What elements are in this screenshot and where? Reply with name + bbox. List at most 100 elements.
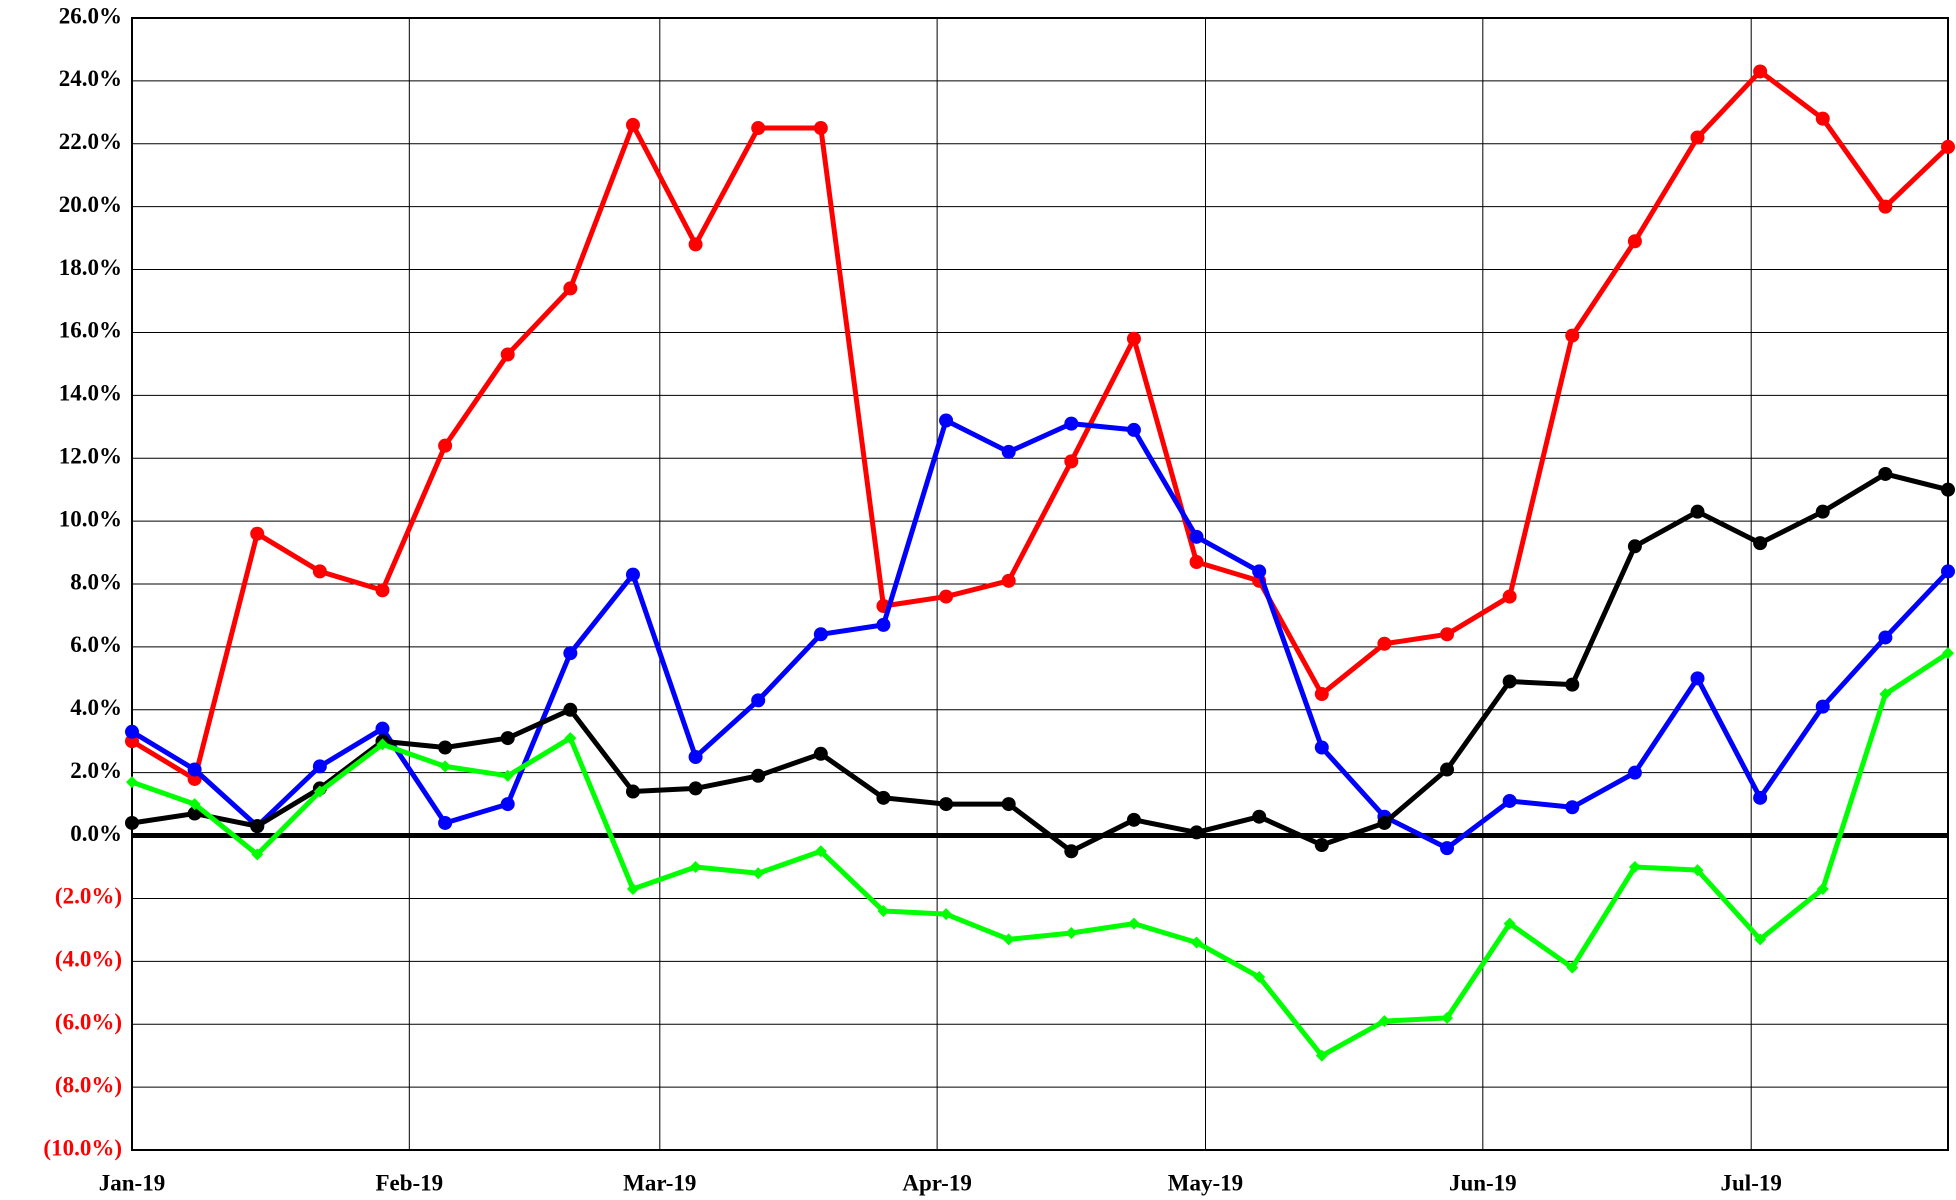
series-line: [130, 417, 1950, 851]
point-marker: [626, 883, 639, 896]
point-marker: [500, 347, 515, 362]
point-marker: [439, 760, 452, 773]
y-tick-label: 14.0%: [59, 381, 122, 406]
point-marker: [375, 721, 390, 736]
point-marker: [1190, 936, 1203, 949]
point-marker: [1314, 837, 1329, 852]
point-marker: [126, 776, 138, 789]
point-marker: [751, 693, 766, 708]
y-tick-label: (6.0%): [55, 1010, 122, 1035]
y-tick-label: 24.0%: [59, 66, 122, 91]
y-tick-label: 4.0%: [70, 695, 122, 720]
point-marker: [1628, 861, 1641, 873]
point-marker: [250, 526, 265, 541]
point-marker: [939, 589, 954, 604]
x-tick-label: Feb-19: [375, 1170, 443, 1195]
point-marker: [188, 798, 201, 811]
y-tick-label: 12.0%: [59, 444, 122, 469]
point-marker: [1502, 589, 1517, 604]
point-marker: [1001, 797, 1016, 812]
point-marker: [1941, 482, 1955, 497]
y-tick-label: 8.0%: [70, 569, 122, 594]
y-tick-label: (10.0%): [43, 1135, 122, 1160]
point-marker: [501, 769, 514, 782]
point-marker: [1252, 564, 1267, 579]
y-tick-label: 22.0%: [59, 129, 122, 154]
point-marker: [1064, 416, 1079, 431]
point-marker: [1502, 674, 1517, 689]
point-marker: [939, 797, 954, 812]
y-tick-label: 16.0%: [59, 318, 122, 343]
point-marker: [1189, 825, 1204, 840]
y-tick-label: 20.0%: [59, 192, 122, 217]
point-marker: [1878, 199, 1893, 214]
point-marker: [563, 702, 578, 717]
point-marker: [1377, 636, 1392, 651]
point-marker: [1126, 422, 1141, 437]
point-marker: [1126, 812, 1141, 827]
point-marker: [689, 861, 702, 873]
point-marker: [1754, 933, 1767, 946]
point-marker: [187, 762, 202, 777]
point-marker: [1127, 917, 1140, 930]
point-marker: [1001, 573, 1016, 588]
point-marker: [752, 867, 765, 880]
series-line: [130, 68, 1950, 782]
point-marker: [1753, 536, 1768, 551]
point-marker: [1690, 671, 1705, 686]
x-tick-label: Mar-19: [623, 1170, 696, 1195]
point-marker: [438, 438, 453, 453]
x-tick-label: Apr-19: [902, 1170, 971, 1195]
point-marker: [313, 785, 326, 798]
point-marker: [1879, 688, 1892, 701]
point-marker: [1690, 504, 1705, 519]
y-tick-label: 10.0%: [59, 506, 122, 531]
point-marker: [813, 121, 828, 136]
point-marker: [1627, 539, 1642, 554]
point-marker: [1566, 961, 1579, 974]
point-marker: [125, 724, 139, 739]
point-marker: [751, 768, 766, 783]
y-tick-label: 2.0%: [70, 758, 122, 783]
point-marker: [1065, 927, 1078, 940]
series: [125, 64, 1955, 786]
point-marker: [1440, 762, 1455, 777]
point-marker: [1565, 677, 1580, 692]
y-tick-label: (2.0%): [55, 884, 122, 909]
point-marker: [1815, 504, 1830, 519]
point-marker: [438, 815, 453, 830]
point-marker: [813, 746, 828, 761]
point-marker: [1001, 444, 1016, 459]
y-tick-label: 0.0%: [70, 821, 122, 846]
point-marker: [751, 121, 766, 136]
point-marker: [1941, 139, 1955, 154]
point-marker: [250, 819, 265, 834]
series-line: [131, 471, 1949, 854]
point-marker: [564, 732, 577, 745]
point-marker: [500, 797, 515, 812]
point-marker: [1314, 740, 1329, 755]
y-tick-label: 6.0%: [70, 632, 122, 657]
point-marker: [312, 759, 327, 774]
point-marker: [1314, 687, 1329, 702]
point-marker: [814, 845, 827, 858]
y-tick-label: (8.0%): [55, 1072, 122, 1097]
x-tick-label: Jan-19: [99, 1170, 165, 1195]
point-marker: [1691, 864, 1704, 877]
y-tick-label: 26.0%: [59, 3, 122, 28]
point-marker: [1440, 627, 1455, 642]
point-marker: [1002, 933, 1015, 946]
point-marker: [1126, 331, 1141, 346]
point-marker: [877, 905, 890, 918]
point-marker: [1878, 466, 1893, 481]
series-line: [131, 651, 1950, 1059]
point-marker: [1627, 765, 1642, 780]
point-marker: [625, 117, 640, 132]
point-marker: [1253, 971, 1266, 984]
point-marker: [1189, 554, 1204, 569]
point-marker: [1815, 699, 1830, 714]
point-marker: [1627, 234, 1642, 249]
point-marker: [940, 908, 953, 921]
